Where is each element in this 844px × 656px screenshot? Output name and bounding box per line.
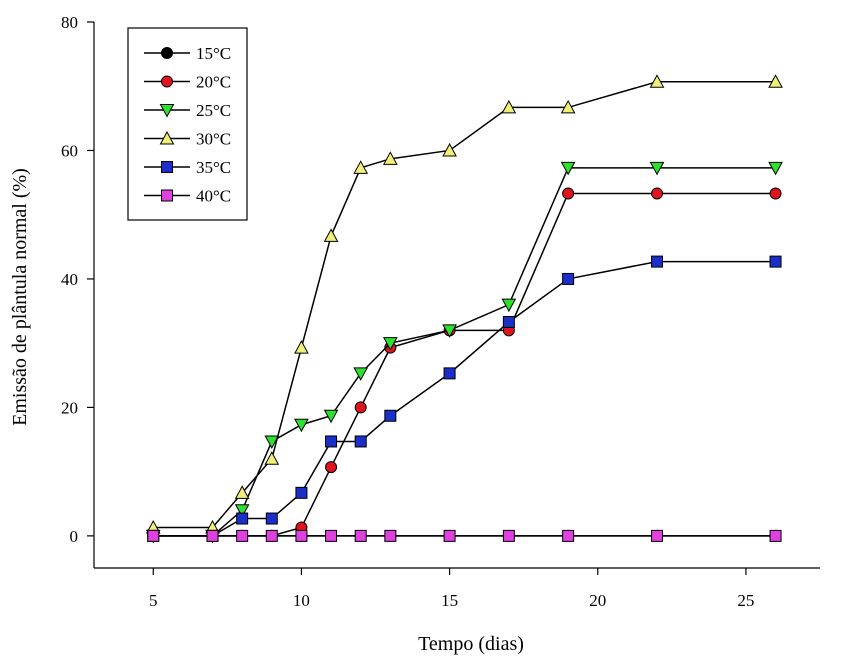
legend-marker <box>161 161 173 173</box>
legend-entry: 20°C <box>144 73 231 92</box>
data-point <box>353 160 369 174</box>
y-tick-label: 40 <box>61 270 78 289</box>
data-point <box>443 529 456 542</box>
data-point <box>265 512 278 525</box>
data-point <box>294 340 309 354</box>
series-group <box>145 74 783 544</box>
data-point <box>147 529 160 542</box>
legend-marker <box>159 130 175 145</box>
legend-label: 35°C <box>196 158 231 177</box>
data-point <box>325 461 338 474</box>
legend-entry: 40°C <box>144 187 231 206</box>
legend-entry: 35°C <box>144 158 231 177</box>
data-point <box>769 255 782 268</box>
data-point <box>442 324 457 338</box>
data-point <box>354 529 367 542</box>
data-point <box>560 161 576 176</box>
x-axis-title: Tempo (dias) <box>418 633 524 655</box>
data-point <box>236 512 249 525</box>
data-point <box>353 367 369 381</box>
series-line <box>153 192 776 537</box>
legend-label: 30°C <box>196 130 231 149</box>
x-tick-label: 10 <box>293 591 310 610</box>
data-point <box>769 529 782 542</box>
data-point <box>562 272 575 285</box>
series-line <box>153 167 776 537</box>
legend-marker <box>161 47 173 59</box>
data-point <box>295 529 308 542</box>
data-point <box>384 529 397 542</box>
data-point <box>651 529 664 542</box>
legend-marker <box>159 104 175 118</box>
data-point <box>562 529 575 542</box>
data-point <box>294 418 309 433</box>
legend-box <box>127 27 248 221</box>
legend-label: 40°C <box>196 187 231 206</box>
data-point <box>382 151 398 165</box>
series-3 <box>145 74 783 534</box>
legend-entry: 30°C <box>144 130 231 149</box>
data-point <box>769 187 782 200</box>
data-point <box>264 451 280 465</box>
data-point <box>295 486 308 499</box>
data-point <box>442 142 457 157</box>
data-point <box>354 435 367 448</box>
data-point <box>323 409 339 424</box>
data-point <box>382 337 398 351</box>
series-5 <box>147 529 782 542</box>
data-point <box>323 228 339 242</box>
legend-entry: 25°C <box>144 101 231 120</box>
legend-label: 15°C <box>196 44 231 63</box>
data-point <box>443 367 456 380</box>
y-tick-label: 20 <box>61 398 78 417</box>
series-2 <box>145 161 783 544</box>
data-point <box>264 435 280 450</box>
data-point <box>234 504 250 518</box>
y-tick-label: 60 <box>61 141 78 160</box>
data-point <box>768 74 783 88</box>
data-point <box>354 401 367 414</box>
data-point <box>768 161 783 176</box>
x-tick-label: 20 <box>589 591 606 610</box>
y-tick-label: 80 <box>61 13 78 32</box>
data-point <box>649 74 665 88</box>
data-point <box>502 529 515 542</box>
data-point <box>234 485 250 499</box>
data-point <box>384 409 397 422</box>
y-axis-title: Emissão de plântula normal (%) <box>9 168 31 426</box>
data-point <box>651 187 664 200</box>
y-tick-label: 0 <box>70 527 79 546</box>
legend-entry: 15°C <box>144 44 231 63</box>
data-point <box>651 255 664 268</box>
legend-label: 20°C <box>196 73 231 92</box>
data-point <box>325 529 338 542</box>
data-point <box>501 298 517 313</box>
data-point <box>562 187 575 200</box>
legend-label: 25°C <box>196 101 231 120</box>
data-point <box>265 529 278 542</box>
axes: 0 20 40 60 80 5 10 15 20 25 <box>61 13 820 610</box>
data-point <box>560 99 576 114</box>
data-point <box>206 529 219 542</box>
x-tick-label: 15 <box>441 591 458 610</box>
x-tick-label: 25 <box>737 591 754 610</box>
data-point <box>236 529 249 542</box>
x-tick-label: 5 <box>149 591 158 610</box>
data-point <box>502 315 515 328</box>
data-point <box>501 99 517 114</box>
data-point <box>649 161 665 176</box>
legend-marker <box>161 189 173 202</box>
legend-marker <box>161 75 173 88</box>
legend: 15°C 20°C 25°C 30°C 35°C 40°C <box>127 27 248 221</box>
data-point <box>325 435 338 448</box>
